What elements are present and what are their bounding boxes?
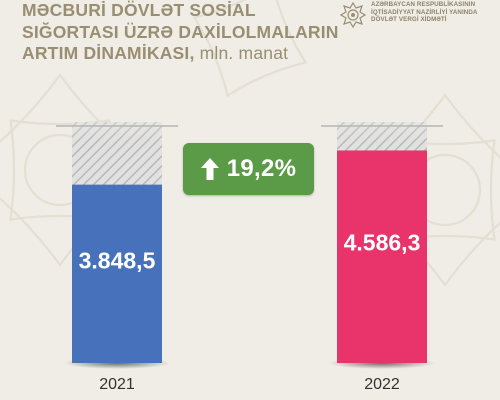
agency-name: AZƏRBAYCAN RESPUBLİKASININ İQTİSADİYYAT … xyxy=(371,1,496,24)
arrow-up-icon xyxy=(200,158,219,180)
bar-track-fade xyxy=(72,122,162,142)
title-unit: mln. manat xyxy=(199,43,289,63)
title-line-3: ARTIM DİNAMİKASI, mln. manat xyxy=(22,43,322,65)
agency-line-2: İQTİSADİYYAT NAZİRLİYİ YANINDA xyxy=(371,8,478,16)
title-line-1: MƏCBURİ DÖVLƏT SOSİAL xyxy=(22,0,256,20)
category-label-2022: 2022 xyxy=(364,376,400,393)
state-tax-emblem-icon xyxy=(340,2,366,28)
value-label-2022: 4.586,3 xyxy=(344,229,421,255)
value-label-2021: 3.848,5 xyxy=(79,247,156,273)
category-label-2021: 2021 xyxy=(99,376,135,393)
title-line-3-text: ARTIM DİNAMİKASI, xyxy=(22,43,195,63)
title-line-2: SIĞORTASI ÜZRƏ DAXİLOLMALARIN xyxy=(22,21,339,42)
agency-line-3: DÖVLƏT VERGİ XİDMƏTİ xyxy=(371,16,447,24)
growth-badge: 19,2% xyxy=(183,143,314,195)
bar-track-fade xyxy=(337,122,427,142)
bar-2021 xyxy=(72,184,162,363)
chart-title: MƏCBURİ DÖVLƏT SOSİAL SIĞORTASI ÜZRƏ DAX… xyxy=(22,0,339,65)
bar-2022 xyxy=(337,150,427,363)
growth-percent: 19,2% xyxy=(226,155,297,182)
agency-line-1: AZƏRBAYCAN RESPUBLİKASININ xyxy=(371,1,476,8)
